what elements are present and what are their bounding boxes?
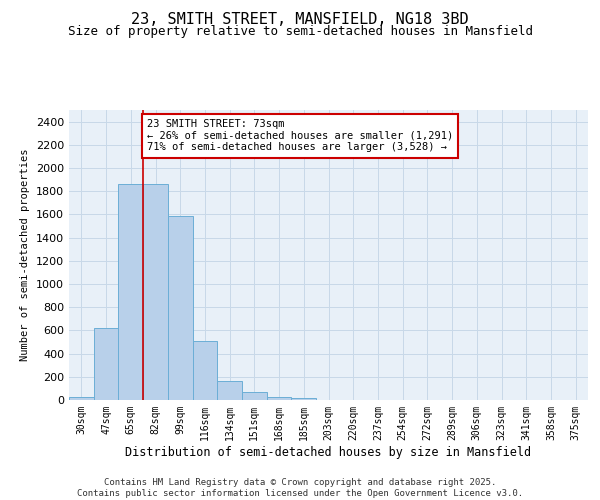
Bar: [69, 397, 94, 400]
Text: Size of property relative to semi-detached houses in Mansfield: Size of property relative to semi-detach…: [67, 25, 533, 38]
Bar: [168, 216, 193, 400]
Y-axis label: Number of semi-detached properties: Number of semi-detached properties: [20, 149, 31, 361]
Text: Contains HM Land Registry data © Crown copyright and database right 2025.
Contai: Contains HM Land Registry data © Crown c…: [77, 478, 523, 498]
Bar: [143, 184, 168, 400]
Bar: [292, 398, 316, 400]
Bar: [242, 392, 267, 400]
Bar: [94, 328, 118, 400]
Text: 23, SMITH STREET, MANSFIELD, NG18 3BD: 23, SMITH STREET, MANSFIELD, NG18 3BD: [131, 12, 469, 28]
Bar: [267, 396, 292, 400]
Bar: [118, 184, 143, 400]
Bar: [193, 341, 217, 400]
Text: 23 SMITH STREET: 73sqm
← 26% of semi-detached houses are smaller (1,291)
71% of : 23 SMITH STREET: 73sqm ← 26% of semi-det…: [147, 120, 453, 152]
Bar: [217, 382, 242, 400]
X-axis label: Distribution of semi-detached houses by size in Mansfield: Distribution of semi-detached houses by …: [125, 446, 532, 458]
